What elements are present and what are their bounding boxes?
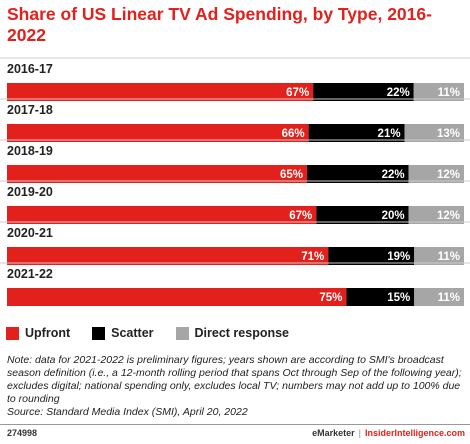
- legend-item-direct-response: Direct response: [175, 326, 289, 340]
- data-label: 20%: [382, 210, 405, 222]
- data-label: 67%: [289, 210, 312, 222]
- data-label: 65%: [280, 169, 303, 181]
- bar-segment-upfront: [7, 83, 314, 101]
- bar-segment-direct-response: [408, 165, 464, 183]
- bar-segment-direct-response: [414, 288, 464, 306]
- legend-item-scatter: Scatter: [92, 326, 154, 340]
- brand-separator: |: [358, 428, 361, 438]
- brand: eMarketer | InsiderIntelligence.com: [312, 428, 465, 438]
- stacked-bar-chart: 2016-17 67% 22% 11% 2017-18 66% 21% 13% 2018-19 6…: [0, 57, 470, 306]
- category-label: 2018-19: [7, 144, 53, 158]
- data-label: 12%: [437, 169, 460, 181]
- chart-notes: Note: data for 2021-2022 is preliminary …: [7, 354, 465, 419]
- legend-swatch-direct-response: [175, 326, 189, 340]
- legend-swatch-scatter: [92, 326, 106, 340]
- data-label: 22%: [387, 87, 410, 99]
- data-label: 11%: [438, 251, 460, 263]
- bar-segment-upfront: [7, 124, 309, 142]
- bar-segment-upfront: [7, 165, 308, 183]
- bar-segment-upfront: [7, 247, 329, 265]
- data-label: 71%: [301, 251, 324, 263]
- footer-divider: [0, 424, 470, 425]
- bar-segment-scatter: [328, 247, 415, 265]
- data-label: 11%: [438, 87, 460, 99]
- data-label: 13%: [437, 128, 460, 140]
- bar-segment-scatter: [307, 165, 409, 183]
- chart-legend: Upfront Scatter Direct response: [6, 325, 311, 341]
- data-label: 15%: [387, 292, 410, 304]
- bar-segment-direct-response: [414, 247, 464, 265]
- bar-segment-scatter: [346, 288, 415, 306]
- category-label: 2021-22: [7, 267, 53, 281]
- category-label: 2020-21: [7, 226, 53, 240]
- bar-segment-direct-response: [408, 206, 464, 224]
- legend-label-scatter: Scatter: [111, 326, 154, 340]
- bar-segment-upfront: [7, 288, 347, 306]
- chart-id: 274998: [7, 428, 38, 438]
- data-label: 22%: [382, 169, 405, 181]
- data-label: 66%: [282, 128, 305, 140]
- bar-segment-scatter: [316, 206, 409, 224]
- data-label: 11%: [438, 292, 460, 304]
- footer: 274998 eMarketer | InsiderIntelligence.com: [7, 428, 465, 441]
- legend-swatch-upfront: [6, 326, 19, 340]
- legend-label-direct-response: Direct response: [194, 326, 289, 340]
- data-label: 21%: [378, 128, 401, 140]
- legend-label-upfront: Upfront: [25, 326, 71, 340]
- chart-title: Share of US Linear TV Ad Spending, by Ty…: [7, 4, 432, 45]
- note-text: Note: data for 2021-2022 is preliminary …: [7, 354, 462, 405]
- category-label: 2019-20: [7, 185, 53, 199]
- bar-segment-scatter: [313, 83, 414, 101]
- bar-segment-direct-response: [404, 124, 464, 142]
- data-label: 19%: [387, 251, 410, 263]
- data-label: 75%: [319, 292, 342, 304]
- brand-insiderintelligence: InsiderIntelligence.com: [364, 428, 465, 438]
- bar-segment-upfront: [7, 206, 317, 224]
- source-text: Source: Standard Media Index (SMI), Apri…: [7, 406, 248, 418]
- bar-segment-direct-response: [413, 83, 464, 101]
- category-label: 2017-18: [7, 103, 53, 117]
- bar-segment-scatter: [308, 124, 405, 142]
- brand-emarketer: eMarketer: [312, 428, 355, 438]
- data-label: 67%: [286, 87, 309, 99]
- data-label: 12%: [437, 210, 460, 222]
- category-label: 2016-17: [7, 62, 53, 76]
- legend-item-upfront: Upfront: [6, 326, 70, 340]
